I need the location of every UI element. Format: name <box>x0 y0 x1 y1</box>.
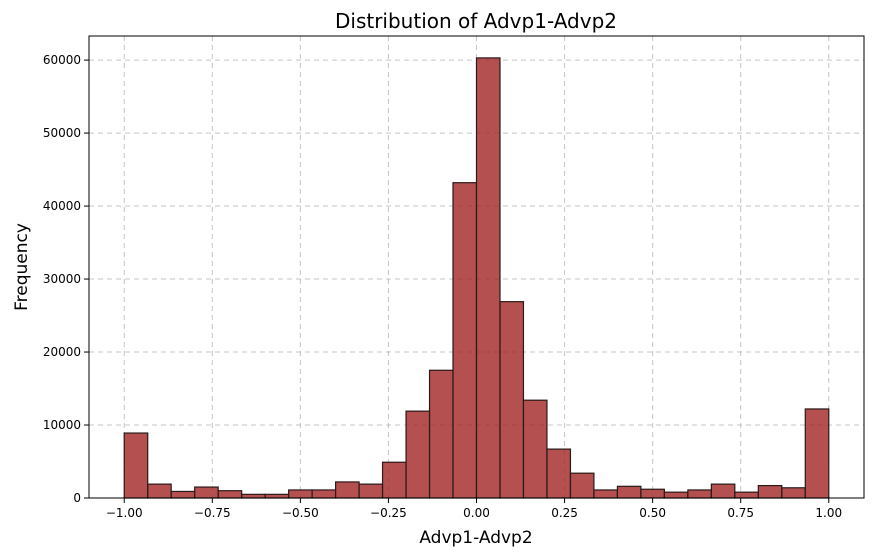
x-tick-label: 1.00 <box>815 506 842 520</box>
histogram-bar <box>569 472 595 499</box>
histogram-bar <box>687 489 712 499</box>
y-tick-label: 30000 <box>43 272 81 286</box>
x-tick-label: −0.50 <box>282 506 319 520</box>
histogram-bar <box>452 182 478 499</box>
histogram-bar <box>381 461 407 499</box>
histogram-bar <box>475 57 501 499</box>
x-axis-ticks: −1.00 −0.75 −0.50 −0.25 0.00 0.25 0.50 0.75 1.00 <box>106 498 842 520</box>
y-tick-label: 0 <box>73 491 81 505</box>
x-tick-label: −0.75 <box>194 506 231 520</box>
histogram-bar <box>147 483 172 499</box>
x-tick-label: 0.50 <box>639 506 666 520</box>
histogram-bar <box>311 489 337 499</box>
histogram-bar <box>804 408 830 499</box>
histogram-bar <box>428 369 454 499</box>
x-tick-label: 0.75 <box>727 506 754 520</box>
histogram-bar <box>288 489 313 499</box>
y-tick-label: 60000 <box>43 53 81 67</box>
histogram-bar <box>170 490 196 499</box>
histogram-bar <box>710 483 736 499</box>
histogram-bar <box>358 483 384 499</box>
histogram-bar <box>616 485 642 499</box>
histogram-bar <box>593 489 619 499</box>
x-tick-label: 0.00 <box>463 506 490 520</box>
y-axis-label: Frequency <box>12 223 32 311</box>
histogram-bar <box>334 481 360 499</box>
histogram-bar <box>217 490 243 499</box>
histogram-bar <box>757 484 783 499</box>
bars <box>123 57 830 499</box>
histogram-bar <box>546 448 572 499</box>
y-axis-ticks: 0 10000 20000 30000 40000 50000 60000 <box>43 53 89 505</box>
chart-title: Distribution of Advp1-Advp2 <box>335 9 617 33</box>
histogram-bar <box>734 491 759 499</box>
histogram-bar <box>264 493 290 499</box>
histogram-bar <box>123 432 149 499</box>
histogram-bar <box>241 493 266 499</box>
histogram-bar <box>522 399 548 499</box>
histogram-bar <box>405 410 431 499</box>
y-tick-label: 20000 <box>43 345 81 359</box>
x-tick-label: −1.00 <box>106 506 143 520</box>
x-axis-label: Advp1-Advp2 <box>419 528 532 548</box>
x-tick-label: 0.25 <box>551 506 578 520</box>
y-tick-label: 50000 <box>43 126 81 140</box>
histogram-bar <box>194 486 219 499</box>
histogram-bar <box>499 301 525 499</box>
histogram-bar <box>781 487 806 499</box>
histogram-bar <box>640 488 665 499</box>
y-tick-label: 10000 <box>43 418 81 432</box>
histogram-bar <box>663 491 689 499</box>
x-tick-label: −0.25 <box>370 506 407 520</box>
y-tick-label: 40000 <box>43 199 81 213</box>
